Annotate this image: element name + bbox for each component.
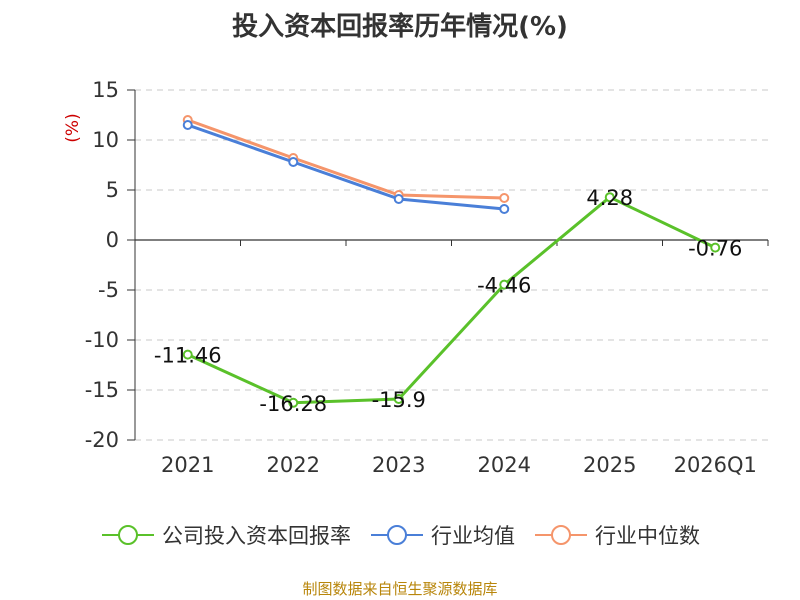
data-point <box>710 242 721 253</box>
legend-item-company[interactable]: 公司投入资本回报率 <box>100 520 351 550</box>
data-point <box>393 394 404 404</box>
data-point <box>393 194 404 204</box>
data-label: -15.9 <box>372 388 426 412</box>
y-tick-label: -10 <box>85 328 119 352</box>
legend-marker-company <box>102 525 154 545</box>
data-point <box>288 397 299 408</box>
data-point <box>288 157 299 167</box>
y-tick-label: 0 <box>106 228 119 252</box>
y-axis-label: (%) <box>63 113 83 142</box>
x-tick-label: 2022 <box>267 453 320 477</box>
legend-label-company: 公司投入资本回报率 <box>162 524 351 548</box>
y-tick-label: -15 <box>85 378 119 402</box>
legend: 公司投入资本回报率 行业均值 行业中位数 <box>0 520 800 550</box>
data-label: -0.76 <box>688 237 742 261</box>
data-point <box>182 349 193 360</box>
series-line <box>187 123 505 211</box>
data-label: -4.46 <box>477 274 531 298</box>
data-label: -16.28 <box>259 392 327 416</box>
y-tick-label: -20 <box>85 428 119 452</box>
x-tick-label: 2025 <box>583 453 636 477</box>
data-point <box>499 279 510 290</box>
data-label: 4.28 <box>586 186 633 210</box>
data-label: -11.46 <box>154 344 222 368</box>
source-note: 制图数据来自恒生聚源数据库 <box>302 580 498 598</box>
data-point <box>604 192 615 203</box>
legend-marker-industry-mean <box>371 525 423 545</box>
x-tick-label: 2026Q1 <box>674 453 757 477</box>
y-tick-label: 15 <box>92 78 119 102</box>
y-tick-label: -5 <box>98 278 119 302</box>
chart-title: 投入资本回报率历年情况(%) <box>232 12 568 42</box>
x-tick-label: 2023 <box>372 453 425 477</box>
legend-marker-industry-median <box>535 525 587 545</box>
legend-item-industry-mean[interactable]: 行业均值 <box>369 520 515 550</box>
y-tick-label: 5 <box>106 178 119 202</box>
x-tick-label: 2024 <box>478 453 531 477</box>
data-point <box>499 204 510 214</box>
data-point <box>499 193 510 203</box>
series-line <box>187 195 716 405</box>
legend-label-industry-mean: 行业均值 <box>431 524 515 548</box>
series-line <box>187 118 505 200</box>
x-tick-label: 2021 <box>161 453 214 477</box>
data-point <box>182 120 193 130</box>
legend-label-industry-median: 行业中位数 <box>595 524 700 548</box>
legend-item-industry-median[interactable]: 行业中位数 <box>533 520 700 550</box>
y-tick-label: 10 <box>92 128 119 152</box>
